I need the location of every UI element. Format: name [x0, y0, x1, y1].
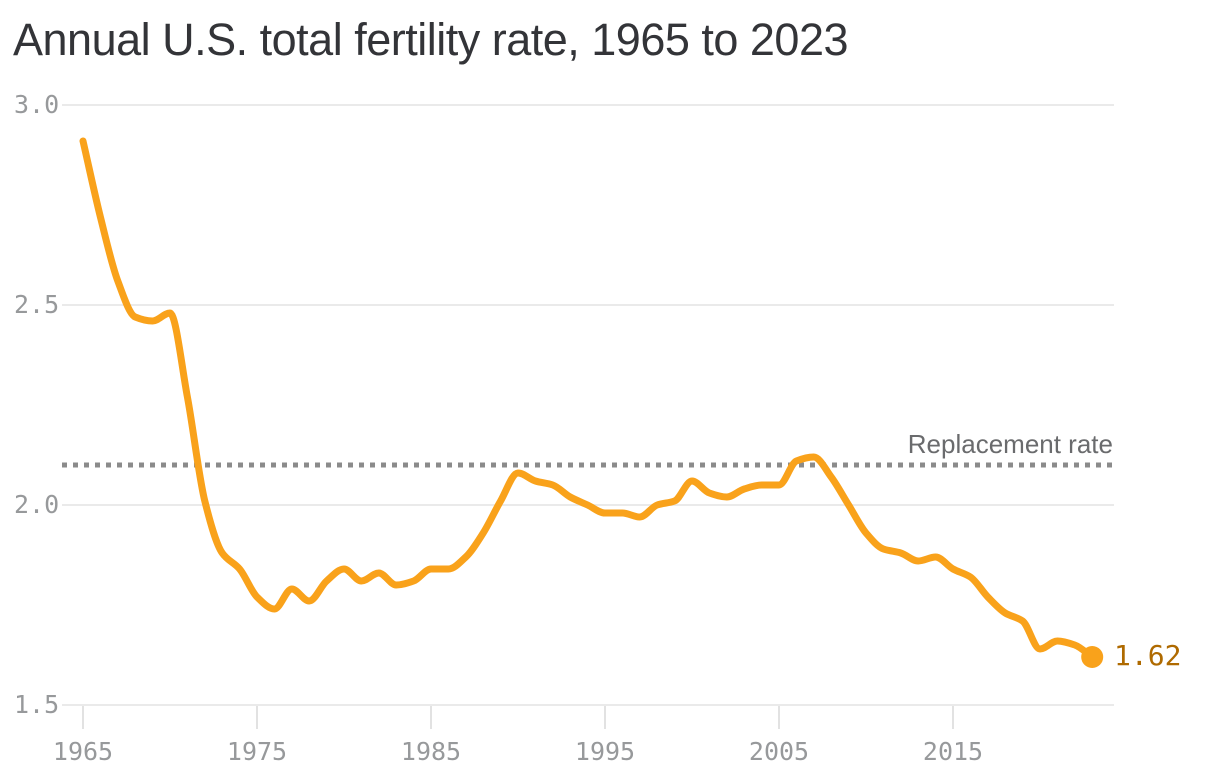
end-point-dot [1081, 646, 1104, 668]
x-axis-label: 1995 [574, 737, 636, 766]
y-axis-label: 1.5 [14, 690, 60, 719]
x-axis-label: 2005 [748, 737, 810, 766]
replacement-rate-label: Replacement rate [907, 429, 1113, 459]
x-axis-label: 2015 [922, 737, 984, 766]
fertility-rate-series-line [79, 137, 1096, 661]
x-axis-label: 1975 [226, 737, 288, 766]
end-value-label: 1.62 [1114, 639, 1182, 672]
y-axis-label: 2.5 [14, 290, 60, 319]
gridlines [62, 104, 1114, 706]
chart-title: Annual U.S. total fertility rate, 1965 t… [13, 14, 849, 65]
x-axis-label: 1985 [400, 737, 462, 766]
x-axis-label: 1965 [52, 737, 114, 766]
x-axis-ticks [82, 706, 954, 729]
y-axis-label: 3.0 [14, 90, 60, 119]
y-axis-label: 2.0 [14, 490, 60, 519]
